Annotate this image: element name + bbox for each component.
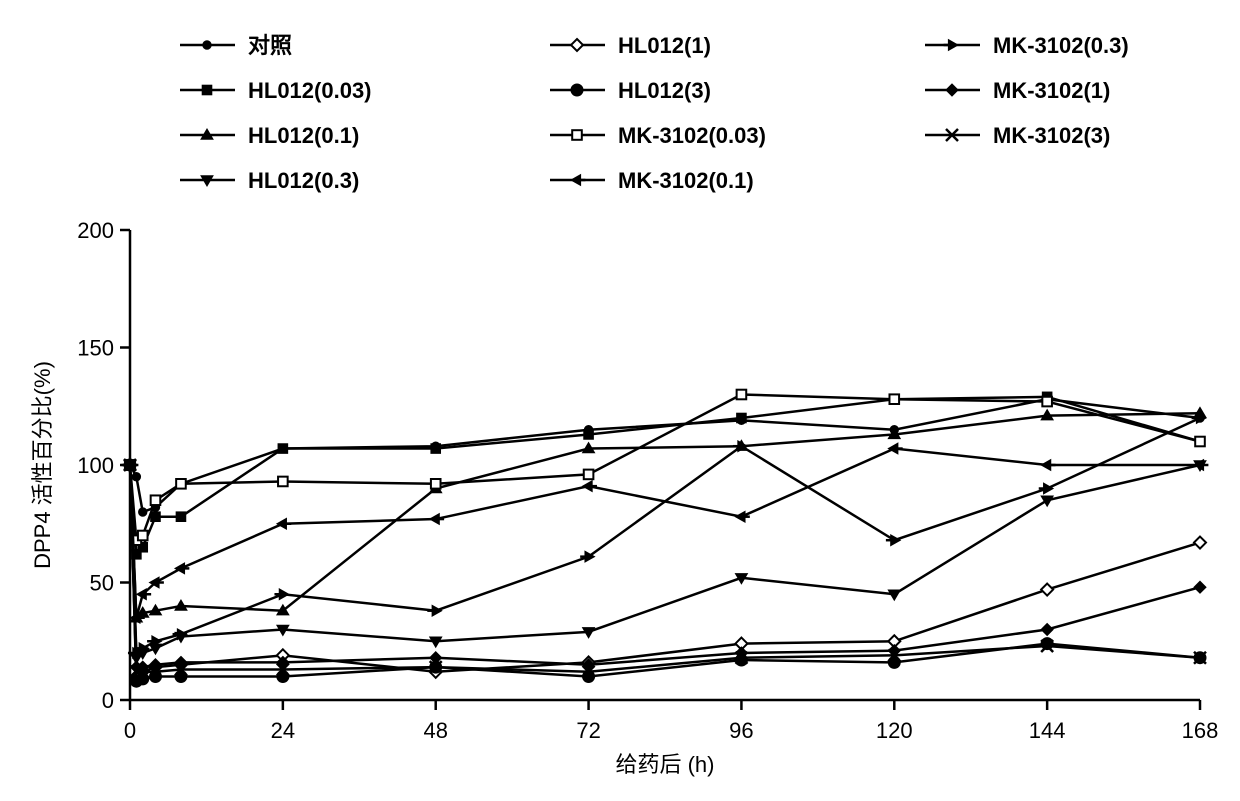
svg-text:24: 24 <box>271 718 295 743</box>
series-group <box>122 390 1209 688</box>
series-MK-3102(0.1) <box>124 443 1208 623</box>
svg-text:给药后 (h): 给药后 (h) <box>615 752 714 777</box>
svg-text:HL012(0.03): HL012(0.03) <box>248 78 372 103</box>
svg-text:MK-3102(0.3): MK-3102(0.3) <box>993 33 1129 58</box>
svg-text:对照: 对照 <box>248 33 292 58</box>
svg-text:150: 150 <box>77 336 114 361</box>
svg-text:0: 0 <box>102 688 114 713</box>
svg-text:144: 144 <box>1029 718 1066 743</box>
series-MK-3102(0.03) <box>125 390 1205 545</box>
chart-svg: 0 24 48 72 96 120 144 168 0 50 100 150 200 给药后 (h) DPP… <box>20 20 1220 781</box>
dpp4-activity-chart: 0 24 48 72 96 120 144 168 0 50 100 150 200 给药后 (h) DPP… <box>20 20 1220 781</box>
svg-text:HL012(0.1): HL012(0.1) <box>248 123 359 148</box>
svg-text:100: 100 <box>77 453 114 478</box>
svg-text:96: 96 <box>729 718 753 743</box>
svg-text:MK-3102(3): MK-3102(3) <box>993 123 1110 148</box>
svg-text:0: 0 <box>124 718 136 743</box>
svg-text:50: 50 <box>90 571 114 596</box>
legend: 对照 HL012(0.03) HL012(0.1) HL012(0.3) HL012(1… <box>180 33 1129 193</box>
svg-text:200: 200 <box>77 218 114 243</box>
svg-text:72: 72 <box>576 718 600 743</box>
svg-text:MK-3102(0.1): MK-3102(0.1) <box>618 168 754 193</box>
svg-text:120: 120 <box>876 718 913 743</box>
svg-text:MK-3102(1): MK-3102(1) <box>993 78 1110 103</box>
svg-text:MK-3102(0.03): MK-3102(0.03) <box>618 123 766 148</box>
svg-text:DPP4 活性百分比(%): DPP4 活性百分比(%) <box>30 361 55 569</box>
svg-text:HL012(1): HL012(1) <box>618 33 711 58</box>
svg-text:168: 168 <box>1182 718 1219 743</box>
svg-text:HL012(0.3): HL012(0.3) <box>248 168 359 193</box>
svg-text:HL012(3): HL012(3) <box>618 78 711 103</box>
svg-text:48: 48 <box>423 718 447 743</box>
